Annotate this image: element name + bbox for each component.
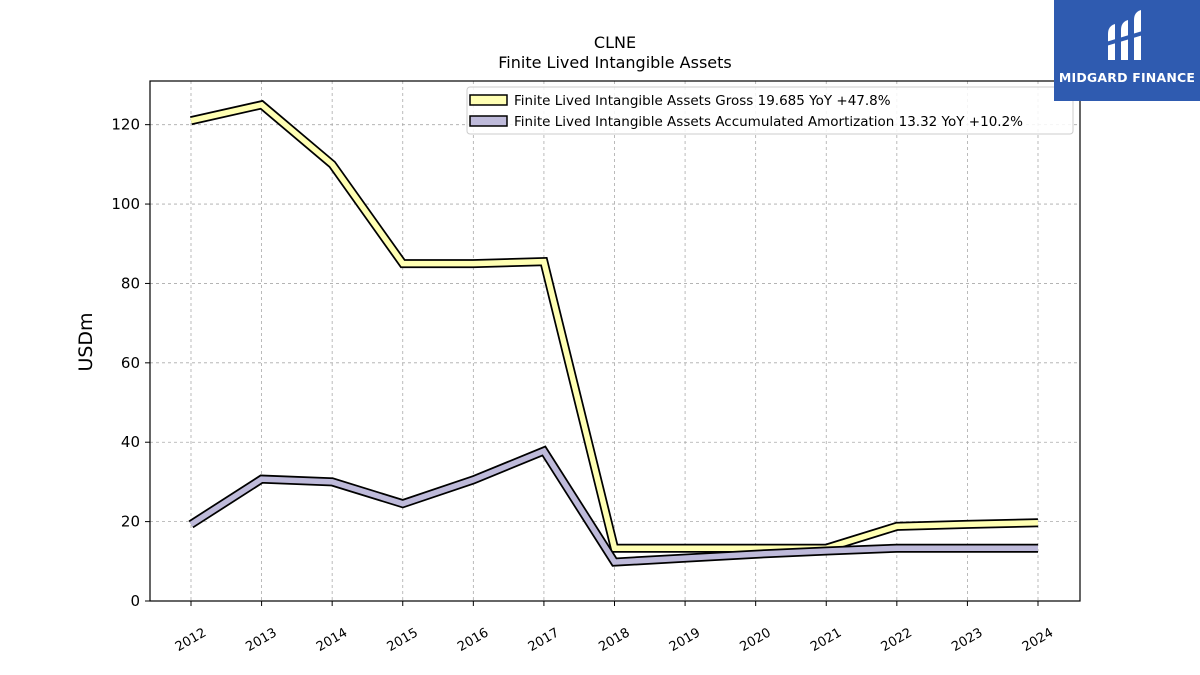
x-tick-label: 2023: [949, 625, 985, 655]
x-tick-label: 2018: [596, 625, 632, 655]
y-tick-label: 40: [121, 433, 140, 451]
midgard-finance-logo: MIDGARD FINANCE: [1054, 0, 1200, 101]
x-tick-label: 2021: [808, 625, 844, 655]
x-tick-label: 2013: [243, 625, 279, 655]
x-tick-label: 2014: [314, 625, 350, 655]
legend-label-gross: Finite Lived Intangible Assets Gross 19.…: [514, 93, 891, 109]
logo-mark-icon: [1105, 10, 1147, 60]
x-tick-label: 2024: [1020, 625, 1056, 655]
x-tick-label: 2020: [738, 625, 774, 655]
y-axis-label: USDm: [75, 312, 97, 371]
chart-title: CLNE: [594, 33, 636, 52]
x-tick-label: 2016: [455, 625, 491, 655]
y-tick-label: 100: [111, 195, 140, 213]
x-tick-label: 2012: [173, 625, 209, 655]
legend-label-amortization: Finite Lived Intangible Assets Accumulat…: [514, 114, 1023, 130]
y-tick-label: 80: [121, 274, 140, 292]
legend: Finite Lived Intangible Assets Gross 19.…: [466, 86, 1074, 135]
x-tick-label: 2022: [879, 625, 915, 655]
y-tick-label: 120: [111, 116, 140, 134]
logo-text: MIDGARD FINANCE: [1058, 70, 1196, 85]
legend-swatch-gross: [469, 94, 508, 106]
axes: 2012 2013 2014 2015 2016 2017 2018 2019 2020 2021…: [111, 116, 1056, 655]
chart-subtitle: Finite Lived Intangible Assets: [498, 53, 731, 72]
legend-box: [466, 86, 1074, 135]
x-tick-label: 2017: [526, 625, 562, 655]
legend-swatch-amortization: [469, 115, 508, 127]
x-tick-label: 2019: [667, 625, 703, 655]
series-0-line: [190, 101, 1039, 551]
y-tick-label: 0: [130, 592, 140, 610]
series-lines: [188, 99, 1039, 567]
y-tick-label: 60: [121, 354, 140, 372]
y-tick-label: 20: [121, 513, 140, 531]
series-1-line: [189, 447, 1038, 565]
x-tick-label: 2015: [385, 625, 421, 655]
